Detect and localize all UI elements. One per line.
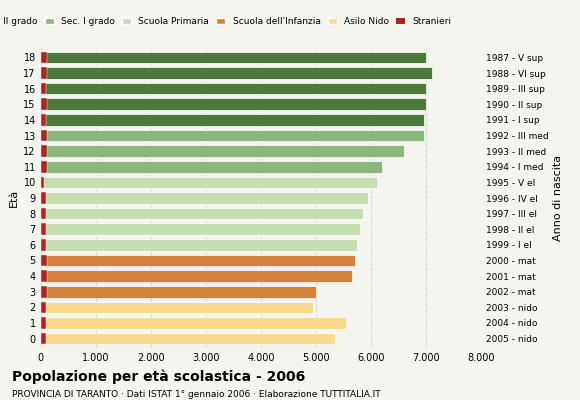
Bar — [41, 255, 355, 266]
Bar — [41, 255, 47, 266]
Bar — [41, 286, 46, 298]
Bar — [41, 98, 46, 110]
Bar — [41, 317, 46, 329]
Bar — [41, 52, 426, 63]
Bar — [41, 114, 46, 126]
Bar — [41, 67, 47, 79]
Bar — [41, 83, 426, 94]
Bar — [41, 239, 357, 251]
Bar — [41, 286, 316, 298]
Legend: Sec. II grado, Sec. I grado, Scuola Primaria, Scuola dell'Infanzia, Asilo Nido, : Sec. II grado, Sec. I grado, Scuola Prim… — [0, 14, 455, 30]
Bar — [41, 67, 432, 79]
Bar — [41, 176, 377, 188]
Text: PROVINCIA DI TARANTO · Dati ISTAT 1° gennaio 2006 · Elaborazione TUTTITALIA.IT: PROVINCIA DI TARANTO · Dati ISTAT 1° gen… — [12, 390, 380, 399]
Bar — [41, 223, 360, 235]
Bar — [41, 83, 46, 94]
Bar — [41, 130, 423, 141]
Bar — [41, 333, 46, 344]
Bar — [41, 223, 46, 235]
Bar — [41, 145, 46, 157]
Y-axis label: Anno di nascita: Anno di nascita — [553, 155, 563, 241]
Bar — [41, 208, 363, 220]
Bar — [41, 161, 382, 173]
Bar — [41, 302, 46, 313]
Bar — [41, 239, 46, 251]
Y-axis label: Età: Età — [9, 189, 19, 207]
Bar — [41, 145, 404, 157]
Bar — [41, 161, 46, 173]
Bar — [41, 114, 423, 126]
Bar — [41, 98, 426, 110]
Bar — [41, 52, 47, 63]
Bar — [41, 176, 45, 188]
Bar — [41, 317, 346, 329]
Bar — [41, 208, 46, 220]
Bar — [41, 130, 46, 141]
Bar — [41, 302, 313, 313]
Bar — [41, 192, 368, 204]
Bar — [41, 270, 352, 282]
Bar — [41, 270, 46, 282]
Text: Popolazione per età scolastica - 2006: Popolazione per età scolastica - 2006 — [12, 370, 305, 384]
Bar — [41, 192, 46, 204]
Bar — [41, 333, 335, 344]
